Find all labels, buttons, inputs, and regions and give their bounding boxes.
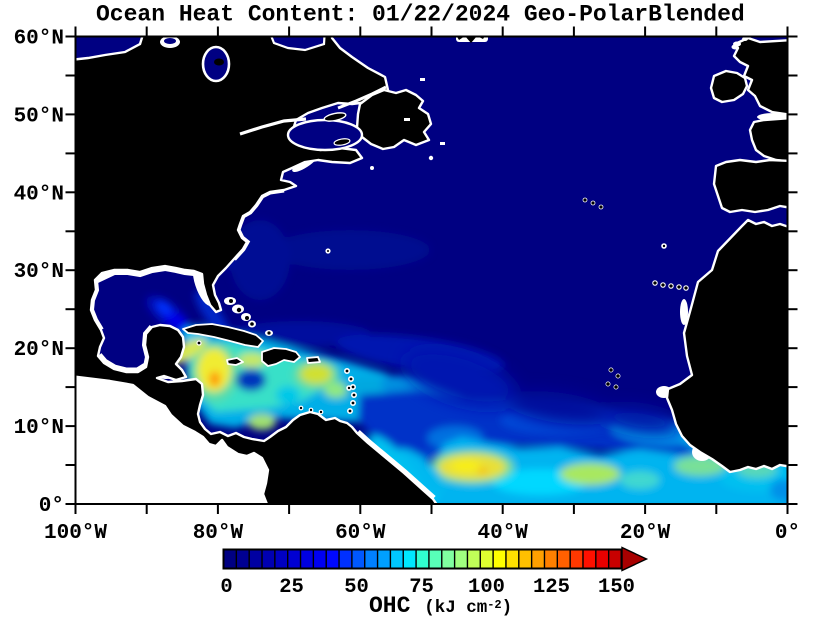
svg-text:40°N: 40°N <box>14 183 64 206</box>
svg-text:20°N: 20°N <box>14 339 64 362</box>
svg-text:0: 0 <box>220 576 232 599</box>
svg-text:25: 25 <box>279 576 304 599</box>
svg-text:50°N: 50°N <box>14 105 64 128</box>
svg-text:60°N: 60°N <box>14 28 64 51</box>
svg-text:100: 100 <box>468 576 505 599</box>
svg-text:20°W: 20°W <box>620 522 671 545</box>
svg-text:50: 50 <box>344 576 369 599</box>
svg-text:125: 125 <box>533 576 570 599</box>
svg-text:0°: 0° <box>39 495 64 518</box>
svg-text:30°N: 30°N <box>14 261 64 284</box>
svg-text:0°: 0° <box>775 522 800 545</box>
svg-text:80°W: 80°W <box>193 522 244 545</box>
svg-text:75: 75 <box>409 576 434 599</box>
svg-text:Ocean Heat Content: 01/22/2024: Ocean Heat Content: 01/22/2024 Geo-Polar… <box>96 2 745 28</box>
svg-text:10°N: 10°N <box>14 417 64 440</box>
svg-text:150: 150 <box>598 576 635 599</box>
svg-text:100°W: 100°W <box>44 522 107 545</box>
svg-text:60°W: 60°W <box>335 522 386 545</box>
svg-text:40°W: 40°W <box>477 522 528 545</box>
